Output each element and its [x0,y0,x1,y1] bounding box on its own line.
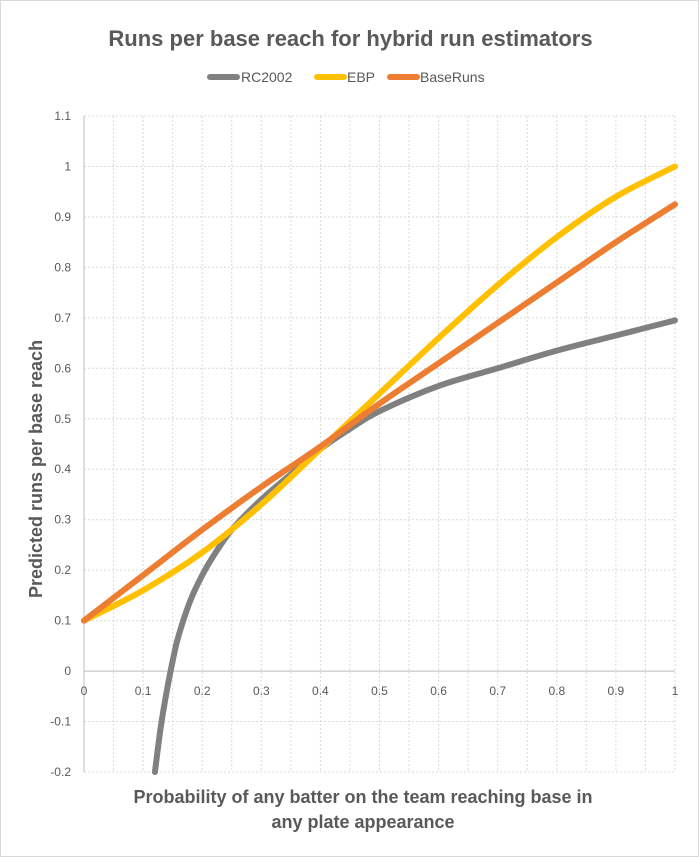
series-line-baseruns [81,201,678,624]
x-tick-label: 0.5 [371,684,388,698]
y-axis-title: Predicted runs per base reach [26,340,46,598]
y-tick-labels: -0.2 -0.1 0 0.1 0.2 0.3 0.4 0.5 0.6 0.7 0.8 0.9 1 1.1 [50,109,71,779]
x-axis-title-line-2: any plate appearance [271,812,454,832]
y-tick-label: 0.1 [54,614,71,628]
y-tick-label: 0.8 [54,260,71,274]
y-tick-label: 1 [64,159,71,173]
chart-title: Runs per base reach for hybrid run estim… [108,26,592,51]
x-tick-label: 0.3 [253,684,270,698]
x-tick-label: 0.1 [135,684,152,698]
grid [83,115,676,773]
series-lines [81,163,678,775]
x-tick-label: 0.9 [608,684,625,698]
y-tick-label: 0.7 [54,311,71,325]
x-axis-title-line-1: Probability of any batter on the team re… [133,787,592,807]
axes [83,116,675,772]
legend: RC2002 EBP BaseRuns [207,69,485,85]
y-tick-label: 0.6 [54,361,71,375]
y-tick-label: 0.4 [54,462,71,476]
x-tick-labels: 0 0.1 0.2 0.3 0.4 0.5 0.6 0.7 0.8 0.9 1 [81,684,679,698]
y-tick-label: -0.1 [50,715,71,729]
y-tick-label: 0.3 [54,513,71,527]
y-tick-label: 0.2 [54,563,71,577]
y-tick-label: -0.2 [50,765,71,779]
x-tick-label: 0 [81,684,88,698]
y-tick-label: 1.1 [54,109,71,123]
x-tick-label: 0.6 [430,684,447,698]
y-tick-label: 0.5 [54,412,71,426]
legend-label-rc2002: RC2002 [241,69,293,85]
series-line-rc2002 [151,317,678,775]
y-tick-label: 0.9 [54,210,71,224]
x-tick-label: 0.4 [312,684,329,698]
y-tick-label: 0 [64,664,71,678]
legend-label-baseruns: BaseRuns [420,69,485,85]
series-line-ebp [81,163,678,624]
x-tick-label: 0.2 [194,684,211,698]
x-tick-label: 0.7 [489,684,506,698]
x-tick-label: 1 [672,684,679,698]
legend-label-ebp: EBP [347,69,375,85]
x-tick-label: 0.8 [548,684,565,698]
